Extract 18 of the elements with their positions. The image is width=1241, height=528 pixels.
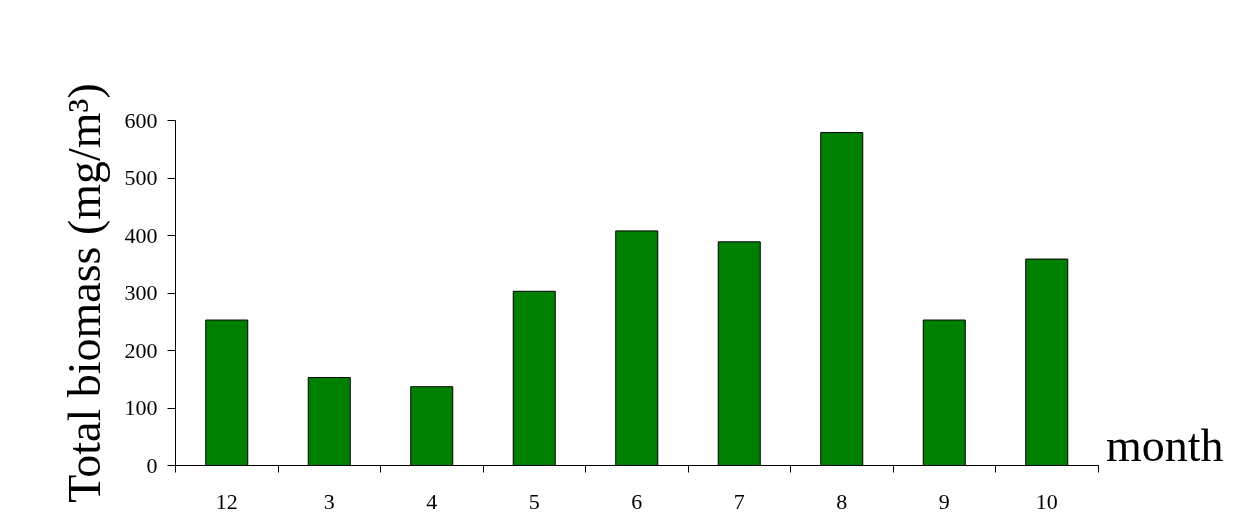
x-tick-label: 7 [733, 488, 745, 514]
y-tick-label: 600 [124, 107, 158, 133]
x-tick-label: 3 [323, 488, 335, 514]
x-axis-title: month [1106, 420, 1224, 471]
x-tick-label: 10 [1035, 488, 1058, 514]
x-tick-label: 5 [528, 488, 540, 514]
y-tick-label: 300 [124, 280, 158, 305]
y-tick-label: 100 [124, 395, 158, 420]
y-tick-label: 0 [146, 452, 158, 478]
x-tick-label: 9 [938, 488, 950, 514]
y-tick-label: 400 [124, 222, 158, 248]
y-tick-label: 500 [124, 165, 158, 190]
x-tick-label: 12 [215, 488, 238, 514]
y-axis-title: Total biomass (mg/m³) [58, 83, 110, 503]
y-tick-label: 200 [124, 337, 158, 363]
x-tick-label: 8 [836, 488, 848, 514]
x-tick-label: 4 [426, 488, 438, 514]
x-tick-label: 6 [631, 488, 643, 514]
